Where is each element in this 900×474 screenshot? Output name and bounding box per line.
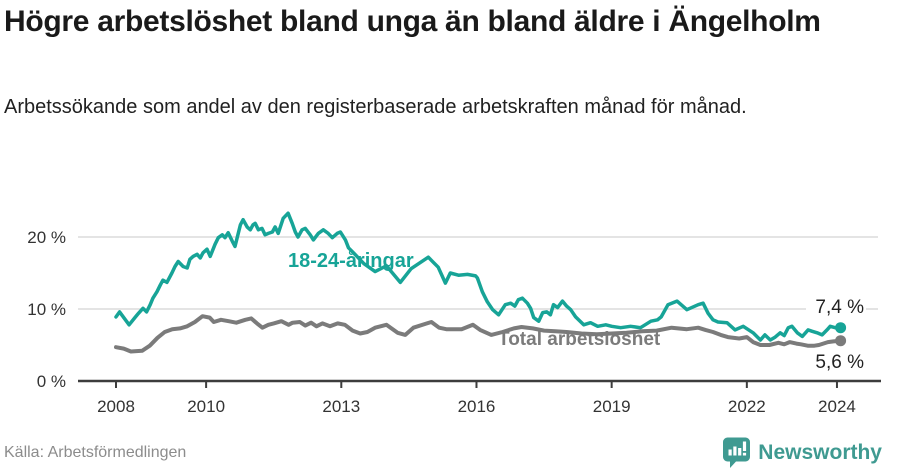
x-axis: 2008 2010 2013 2016 2019 2022 2024 (78, 379, 881, 416)
unemployment-line-chart: 0 % 10 % 20 % 2008 2010 2013 2016 2019 2022 2024… (27, 211, 881, 416)
x-tick-label: 2016 (458, 397, 496, 416)
source-note: Källa: Arbetsförmedlingen (4, 444, 187, 461)
line-total (114, 314, 843, 354)
end-value-label-young: 7,4 % (815, 297, 864, 318)
data-series (114, 211, 847, 354)
gridlines: 0 % 10 % 20 % (27, 228, 878, 391)
x-tick-label: 2019 (593, 397, 631, 416)
chart-title: Högre arbetslöshet bland unga än bland ä… (4, 5, 821, 38)
y-tick-label: 0 % (37, 372, 66, 391)
x-tick-label: 2010 (187, 397, 225, 416)
x-tick-label: 2024 (818, 397, 856, 416)
series-label-young: 18-24-åringar (288, 249, 414, 272)
chart-subtitle: Arbetssökande som andel av den registerb… (4, 96, 747, 118)
end-dot-young (835, 322, 847, 334)
end-dot-total (835, 335, 847, 347)
x-tick-label: 2022 (728, 397, 766, 416)
line-young-18-24 (114, 211, 843, 342)
x-tick-label: 2013 (322, 397, 360, 416)
chart-labels: 18-24-åringar Total arbetslöshet 7,4 % 5… (288, 249, 864, 373)
y-tick-label: 20 % (27, 228, 66, 247)
end-value-label-total: 5,6 % (815, 352, 864, 373)
brand-name: Newsworthy (758, 440, 882, 464)
newsworthy-logo[interactable]: Newsworthy (722, 436, 882, 469)
series-label-total: Total arbetslöshet (498, 329, 661, 350)
speech-bubble-bar-chart-icon (723, 437, 751, 468)
x-tick-label: 2008 (97, 397, 135, 416)
y-tick-label: 10 % (27, 300, 66, 319)
